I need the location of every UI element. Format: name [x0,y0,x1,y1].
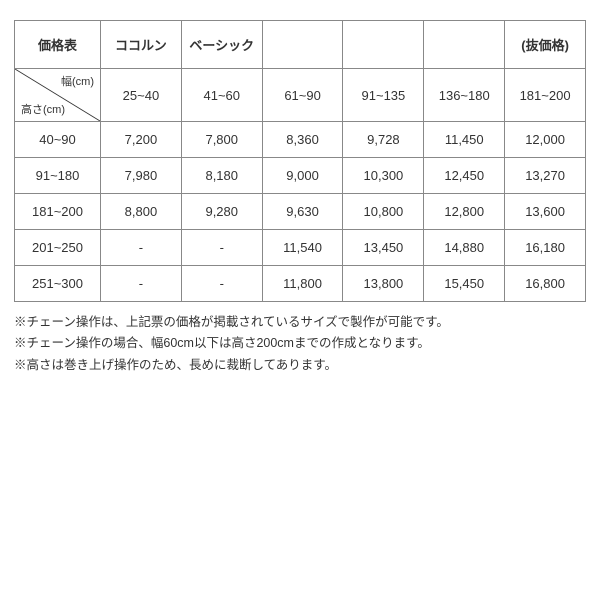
header-col5 [343,21,424,69]
table-row: 181~2008,8009,2809,63010,80012,80013,600 [15,194,586,230]
price-cell: 9,000 [262,158,343,194]
height-label: 181~200 [15,194,101,230]
price-cell: 13,270 [505,158,586,194]
price-cell: 10,300 [343,158,424,194]
header-col2: ココルン [101,21,182,69]
price-cell: 16,800 [505,266,586,302]
header-title: 価格表 [15,21,101,69]
height-label: 201~250 [15,230,101,266]
price-cell: 11,450 [424,122,505,158]
header-col4 [262,21,343,69]
header-col7: (抜価格) [505,21,586,69]
price-cell: - [101,230,182,266]
width-col: 136~180 [424,69,505,122]
note-line: ※チェーン操作の場合、幅60cm以下は高さ200cmまでの作成となります。 [14,333,586,354]
table-row: 251~300--11,80013,80015,45016,800 [15,266,586,302]
width-col: 91~135 [343,69,424,122]
header-col6 [424,21,505,69]
price-cell: 13,450 [343,230,424,266]
price-cell: 12,000 [505,122,586,158]
price-cell: 7,200 [101,122,182,158]
width-col: 41~60 [181,69,262,122]
price-cell: 8,800 [101,194,182,230]
header-col3: ベーシック [181,21,262,69]
price-cell: 13,600 [505,194,586,230]
price-cell: 8,360 [262,122,343,158]
diag-cell: 幅(cm) 高さ(cm) [15,69,101,122]
table-row: 40~907,2007,8008,3609,72811,45012,000 [15,122,586,158]
price-cell: 9,728 [343,122,424,158]
width-row: 幅(cm) 高さ(cm) 25~40 41~60 61~90 91~135 13… [15,69,586,122]
price-table: 価格表 ココルン ベーシック (抜価格) 幅(cm) 高さ(cm) 25~40 … [14,20,586,302]
price-cell: - [101,266,182,302]
price-cell: 12,800 [424,194,505,230]
price-cell: 13,800 [343,266,424,302]
price-cell: 12,450 [424,158,505,194]
price-cell: 11,540 [262,230,343,266]
table-row: 201~250--11,54013,45014,88016,180 [15,230,586,266]
note-line: ※チェーン操作は、上記票の価格が掲載されているサイズで製作が可能です。 [14,312,586,333]
height-label: 40~90 [15,122,101,158]
price-cell: 7,980 [101,158,182,194]
width-col: 181~200 [505,69,586,122]
price-cell: 9,630 [262,194,343,230]
price-cell: - [181,230,262,266]
price-cell: 7,800 [181,122,262,158]
header-row: 価格表 ココルン ベーシック (抜価格) [15,21,586,69]
width-col: 25~40 [101,69,182,122]
price-cell: 9,280 [181,194,262,230]
price-cell: 10,800 [343,194,424,230]
notes: ※チェーン操作は、上記票の価格が掲載されているサイズで製作が可能です。※チェーン… [14,312,586,376]
price-cell: 16,180 [505,230,586,266]
table-row: 91~1807,9808,1809,00010,30012,45013,270 [15,158,586,194]
price-cell: 15,450 [424,266,505,302]
price-cell: 11,800 [262,266,343,302]
width-col: 61~90 [262,69,343,122]
diag-top-label: 幅(cm) [61,73,94,89]
note-line: ※高さは巻き上げ操作のため、長めに裁断してあります。 [14,355,586,376]
table-body: 幅(cm) 高さ(cm) 25~40 41~60 61~90 91~135 13… [15,69,586,302]
height-label: 91~180 [15,158,101,194]
price-cell: - [181,266,262,302]
price-cell: 8,180 [181,158,262,194]
height-label: 251~300 [15,266,101,302]
price-cell: 14,880 [424,230,505,266]
diag-bottom-label: 高さ(cm) [21,101,65,117]
